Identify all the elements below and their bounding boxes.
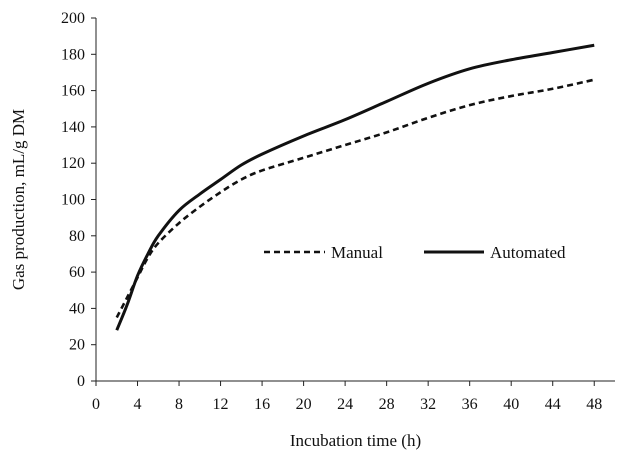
y-tick-label: 140 xyxy=(61,119,85,136)
legend: Manual Automated xyxy=(264,243,566,262)
x-tick-label: 48 xyxy=(586,396,602,413)
x-tick-label: 16 xyxy=(254,396,270,413)
y-tick-label: 100 xyxy=(61,192,85,209)
x-tick-label: 24 xyxy=(337,396,353,413)
x-tick-label: 20 xyxy=(296,396,312,413)
legend-label: Automated xyxy=(490,243,566,262)
y-tick-label: 20 xyxy=(69,337,85,354)
y-tick-label: 120 xyxy=(61,155,85,172)
y-axis-title: Gas production, mL/g DM xyxy=(9,109,28,290)
legend-label: Manual xyxy=(331,243,383,262)
x-tick-label: 12 xyxy=(213,396,229,413)
y-tick-label: 80 xyxy=(69,228,85,245)
x-tick-label: 44 xyxy=(545,396,561,413)
series-line-automated xyxy=(115,43,595,331)
x-tick-label: 36 xyxy=(462,396,478,413)
x-axis-title: Incubation time (h) xyxy=(290,431,421,450)
legend-item-automated: Automated xyxy=(424,243,566,262)
y-tick-label: 40 xyxy=(69,300,85,317)
x-tick-label: 32 xyxy=(420,396,436,413)
x-tick-label: 4 xyxy=(134,396,142,413)
y-tick-label: 60 xyxy=(69,264,85,281)
y-tick-label: 180 xyxy=(61,46,85,63)
x-tick-label: 0 xyxy=(92,396,100,413)
series-line-manual xyxy=(115,78,595,319)
legend-item-manual: Manual xyxy=(264,243,383,262)
x-tick-label: 40 xyxy=(503,396,519,413)
y-tick-label: 0 xyxy=(77,373,85,390)
x-tick-label: 8 xyxy=(175,396,183,413)
series-layer xyxy=(115,43,595,331)
y-tick-label: 160 xyxy=(61,83,85,100)
x-tick-label: 28 xyxy=(379,396,395,413)
y-tick-label: 200 xyxy=(61,10,85,27)
